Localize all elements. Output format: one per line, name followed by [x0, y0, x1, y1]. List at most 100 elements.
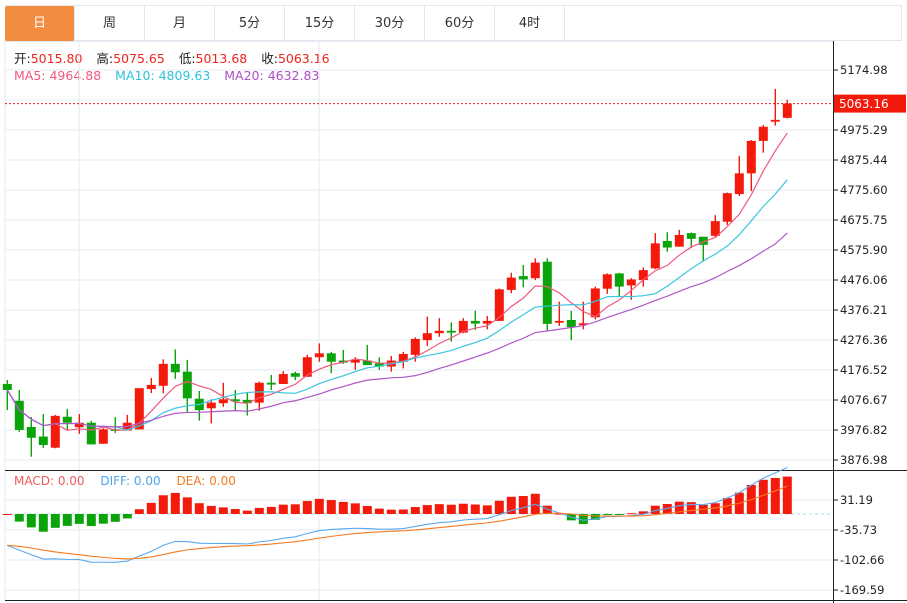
candle: [770, 88, 780, 126]
candle: [230, 389, 240, 412]
macd-bar: [518, 495, 528, 514]
dea-line: [7, 485, 788, 560]
price-tick-label: 4975.29: [840, 123, 888, 137]
candle-body: [650, 243, 660, 269]
macd-bar: [650, 505, 660, 514]
price-tick-label: 4875.44: [840, 153, 888, 167]
candle: [638, 267, 648, 287]
candle-body: [314, 353, 324, 358]
macd-bar: [422, 505, 432, 514]
candle: [782, 99, 792, 119]
candle: [566, 310, 576, 341]
candle: [362, 344, 372, 366]
candle: [590, 286, 600, 320]
tab-6[interactable]: 60分: [425, 6, 495, 41]
macd-bar: [62, 513, 72, 526]
candle-body: [410, 338, 420, 355]
macd-bar: [218, 507, 228, 514]
candle-body: [374, 363, 384, 367]
macd-bar: [278, 504, 288, 514]
candle-body: [530, 262, 540, 279]
candle: [254, 381, 264, 411]
last-price-tag: [834, 94, 906, 113]
candle-body: [230, 399, 240, 402]
macd-axis: 31.19 -35.73 -102.66 -169.59: [833, 493, 884, 597]
candle: [758, 124, 768, 153]
macd-bar: [374, 508, 384, 514]
candle: [278, 371, 288, 384]
macd-bar: [266, 506, 276, 514]
candle-body: [494, 289, 504, 321]
candle: [482, 316, 492, 330]
price-axis: 5174.98 4975.29 4875.44 4775.60 4675.75 4575.…: [833, 63, 888, 467]
candle-body: [242, 399, 252, 404]
macd-bar: [122, 513, 132, 519]
candle-body: [578, 323, 588, 326]
price-tick-label: 4276.36: [840, 333, 888, 347]
high-value: 5075.65: [113, 51, 165, 66]
candle-body: [278, 374, 288, 384]
candle: [674, 229, 684, 247]
candle-body: [746, 140, 756, 174]
candles: [2, 88, 792, 457]
macd-tick-label: -35.73: [840, 523, 877, 537]
candle-body: [662, 240, 672, 248]
macd-bar: [38, 513, 48, 532]
macd-bar: [26, 513, 36, 528]
macd-bar: [146, 502, 156, 514]
macd-bar: [386, 509, 396, 514]
candle-body: [614, 273, 624, 287]
candle-body: [566, 319, 576, 328]
price-tick-label: 4376.21: [840, 303, 888, 317]
candle: [722, 192, 732, 226]
candle-body: [770, 119, 780, 122]
candle: [290, 371, 300, 381]
macd-bar: [194, 503, 204, 514]
tab-1[interactable]: 周: [75, 6, 145, 41]
candle: [62, 408, 72, 431]
candle: [494, 288, 504, 321]
ma10-value: MA10: 4809.63: [115, 68, 211, 83]
ohlc-line: 开:5015.80 高:5075.65 低:5013.68 收:5063.16: [14, 50, 340, 67]
tab-7[interactable]: 4时: [495, 6, 565, 41]
tab-3[interactable]: 5分: [215, 6, 285, 41]
candle-body: [326, 353, 336, 362]
candle-body: [710, 221, 720, 236]
period-tabs: 日周月 5分 15分 30分 60分 4时: [5, 5, 902, 41]
candle-body: [470, 320, 480, 324]
last-price-label: 5063.16: [839, 97, 889, 111]
candle: [662, 232, 672, 252]
candle-body: [458, 320, 468, 333]
candle-body: [26, 426, 36, 438]
tab-2[interactable]: 月: [145, 6, 215, 41]
macd-bar: [134, 509, 144, 514]
candle: [182, 359, 192, 413]
candle-body: [338, 360, 348, 363]
candle: [242, 392, 252, 416]
macd-bar: [458, 503, 468, 514]
tab-0[interactable]: 日: [5, 6, 75, 41]
candle-body: [698, 236, 708, 245]
candle: [506, 272, 516, 294]
ma10-line: [6, 179, 788, 431]
tab-4[interactable]: 15分: [285, 6, 355, 41]
macd-bar: [686, 502, 696, 514]
candle: [698, 236, 708, 262]
candle: [470, 310, 480, 330]
macd-bar: [110, 513, 120, 522]
candle: [614, 272, 624, 296]
diff-value: DIFF: 0.00: [100, 474, 161, 488]
macd-bar: [542, 505, 552, 514]
macd-bar: [86, 513, 96, 527]
candle-body: [146, 384, 156, 390]
candle: [302, 354, 312, 377]
macd-bar: [50, 513, 60, 528]
candle-body: [758, 126, 768, 141]
candle-body: [86, 422, 96, 445]
macd-bar: [638, 511, 648, 514]
macd-bar: [158, 495, 168, 514]
tab-5[interactable]: 30分: [355, 6, 425, 41]
macd-bar: [758, 479, 768, 514]
candle: [422, 316, 432, 347]
